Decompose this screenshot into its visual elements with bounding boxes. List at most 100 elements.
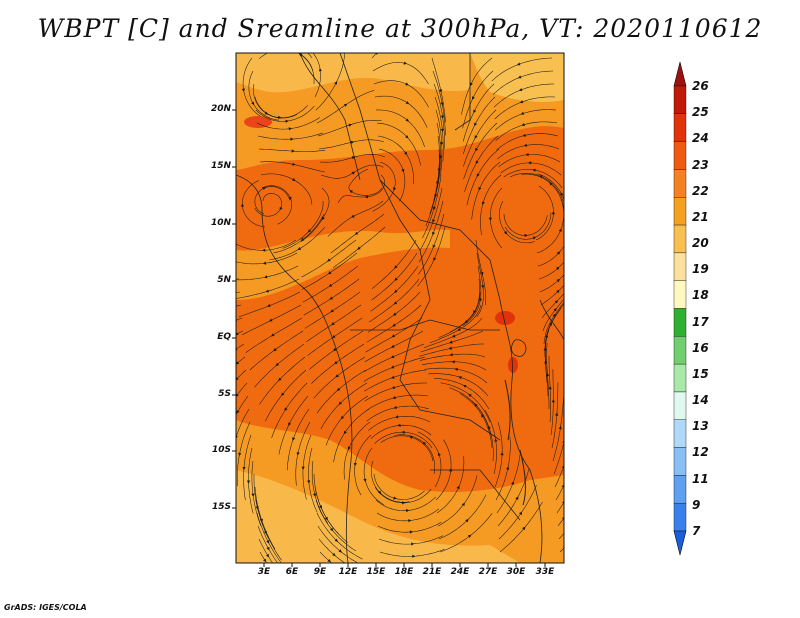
colorbar: [673, 61, 687, 556]
colorbar-label: 22: [692, 183, 709, 198]
streamline-arrow: [296, 452, 300, 456]
colorbar-label: 13: [692, 419, 709, 434]
streamline-arrow: [561, 465, 564, 469]
streamline-arrow: [402, 501, 406, 505]
streamline-arrow: [488, 217, 492, 221]
streamline-arrow: [236, 332, 239, 335]
streamline-arrow: [397, 423, 401, 427]
streamline-arrow: [432, 244, 436, 249]
streamline-arrow: [473, 310, 477, 314]
colorbar-segment: [673, 141, 687, 170]
lon-label: 33E: [535, 567, 555, 577]
streamline-arrow: [392, 396, 396, 400]
streamline-arrow: [561, 484, 564, 488]
streamline-arrow: [432, 219, 436, 223]
streamline-arrow: [288, 127, 292, 131]
streamline-arrow: [300, 237, 305, 241]
streamline-arrow: [543, 347, 547, 351]
streamline-arrow: [553, 308, 557, 312]
streamline-arrow: [259, 518, 263, 523]
colorbar-label: 18: [692, 288, 709, 303]
colorbar-label: 23: [692, 157, 709, 172]
streamline-arrow: [266, 553, 269, 558]
streamline-arrow: [242, 466, 246, 471]
streamline-arrow: [406, 509, 410, 513]
colorbar-label: 12: [692, 445, 709, 460]
streamline-arrow: [409, 436, 413, 440]
streamline-arrow: [304, 50, 308, 53]
streamline-arrow: [231, 291, 234, 294]
streamline-arrow: [551, 211, 555, 215]
streamline-arrow: [408, 519, 412, 523]
colorbar-segment: [673, 308, 687, 337]
streamline-arrow: [281, 392, 285, 396]
streamline-arrow: [232, 305, 235, 308]
lat-label: 20N: [210, 104, 231, 114]
streamline-arrow: [327, 559, 331, 563]
streamline-arrow: [556, 289, 560, 294]
streamline-arrow: [519, 100, 524, 104]
streamline-arrow: [449, 340, 453, 344]
streamline-arrow: [548, 322, 552, 326]
streamline-arrow: [478, 298, 483, 302]
colorbar-bottom-arrow: [673, 530, 687, 556]
lon-label: 3E: [257, 567, 271, 577]
streamline-arrow: [520, 111, 525, 115]
streamline-arrow: [265, 289, 269, 293]
colorbar-segment: [673, 169, 687, 198]
streamline-arrow: [556, 278, 560, 283]
streamline-arrow: [347, 446, 351, 450]
colorbar-label: 9: [692, 497, 701, 512]
streamline-arrow: [349, 190, 353, 194]
streamline-arrow: [480, 271, 484, 276]
streamline-arrow: [522, 526, 526, 531]
streamline-arrow: [394, 265, 398, 269]
streamline-arrow: [267, 303, 271, 307]
streamline-arrow: [523, 143, 528, 147]
streamline-arrow: [554, 300, 558, 304]
streamline-arrow: [240, 203, 244, 207]
lat-label: 15N: [210, 161, 231, 171]
streamline-arrow: [555, 412, 559, 416]
streamline-arrow: [271, 333, 275, 337]
lat-label: 5S: [218, 389, 231, 399]
streamline-arrow: [297, 247, 302, 250]
streamline-arrow: [524, 233, 528, 238]
streamline-arrow: [440, 142, 444, 146]
streamline-arrow: [334, 81, 337, 85]
streamline-arrow: [519, 511, 523, 516]
streamline-arrow: [262, 261, 267, 265]
streamline-arrow: [506, 466, 510, 470]
streamline-arrow: [390, 355, 395, 358]
streamline-arrow: [285, 119, 289, 123]
lon-label: 18E: [394, 567, 414, 577]
streamline-arrow: [333, 347, 337, 351]
streamline-arrow: [412, 554, 416, 558]
streamline-arrow: [521, 123, 525, 127]
streamline-arrow: [255, 506, 259, 510]
streamline-arrow: [330, 527, 334, 532]
streamline-arrow: [549, 182, 553, 186]
lat-label: 5N: [217, 275, 231, 285]
streamline: [236, 369, 247, 381]
streamline-arrow: [236, 377, 239, 381]
streamline-arrow: [475, 160, 479, 165]
map-frame: [235, 52, 565, 564]
streamline-arrow: [288, 422, 292, 426]
streamline-arrow: [292, 437, 296, 441]
streamline-arrow: [470, 82, 473, 87]
streamline-arrow: [481, 414, 485, 418]
streamline-arrow: [401, 168, 405, 173]
streamline-arrow: [335, 374, 339, 378]
streamline: [559, 547, 564, 553]
streamline-arrow: [329, 296, 333, 300]
streamline-arrow: [405, 82, 409, 86]
shaded-field: [231, 50, 564, 563]
streamline-arrow: [391, 334, 396, 338]
streamline-arrow: [518, 88, 523, 91]
lon-label: 30E: [506, 567, 526, 577]
streamline-arrow: [440, 102, 444, 106]
streamline-arrow: [422, 441, 426, 446]
streamline: [537, 245, 564, 267]
